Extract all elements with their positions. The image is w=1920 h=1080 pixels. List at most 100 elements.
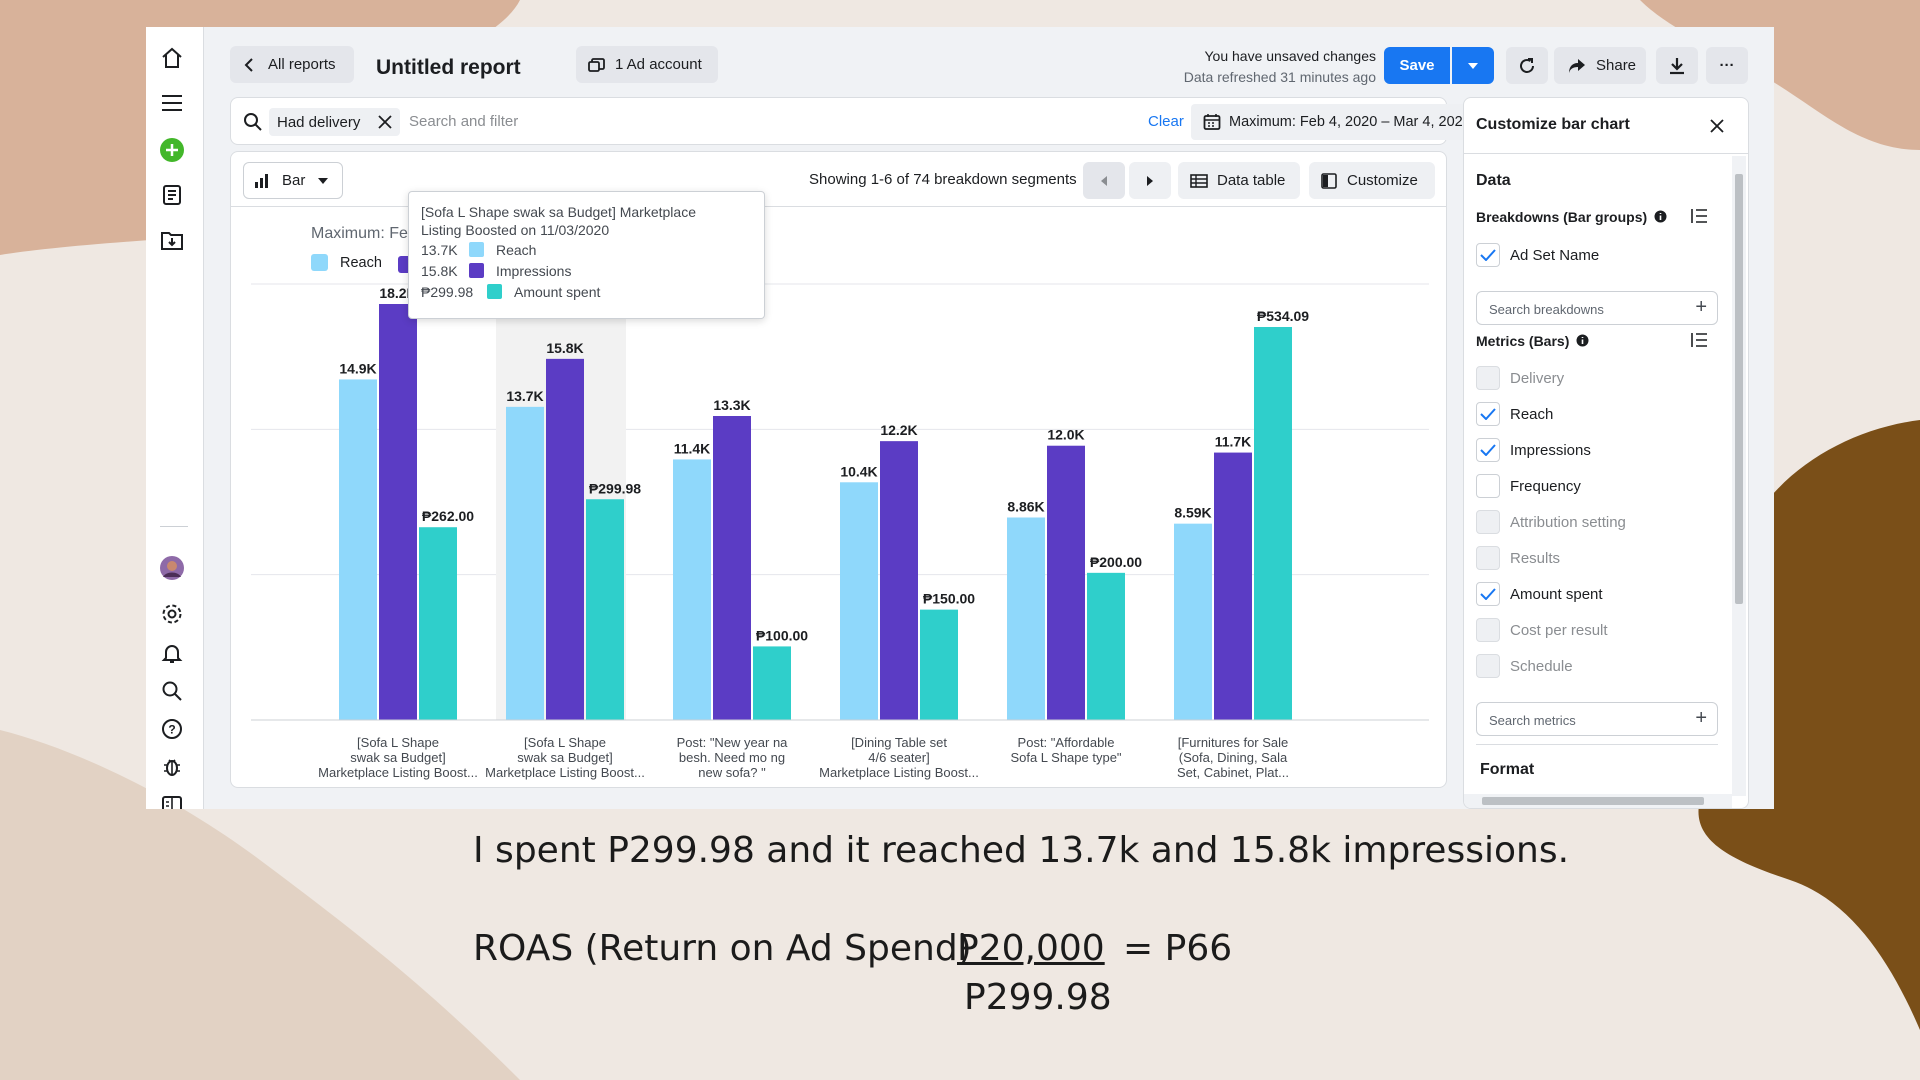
search-breakdowns-input[interactable]: Search breakdowns + bbox=[1476, 291, 1718, 325]
export-icon[interactable] bbox=[159, 227, 185, 253]
x-tick-label: swak sa Budget] bbox=[350, 750, 445, 765]
search-filter-input[interactable]: Search and filter bbox=[409, 113, 519, 130]
segments-count: Showing 1-6 of 74 breakdown segments bbox=[809, 171, 1077, 188]
panel-toggle-icon[interactable] bbox=[159, 792, 185, 809]
horizontal-scrollbar[interactable] bbox=[1464, 794, 1732, 808]
next-page-button[interactable] bbox=[1129, 162, 1171, 199]
x-tick-label: swak sa Budget] bbox=[517, 750, 612, 765]
tooltip-swatch bbox=[469, 263, 484, 278]
legend-item-reach[interactable]: Reach bbox=[311, 254, 382, 271]
scrollbar-thumb[interactable] bbox=[1735, 174, 1743, 604]
checkbox-amount-spent[interactable] bbox=[1476, 582, 1500, 606]
data-label: ₱150.00 bbox=[923, 591, 975, 607]
checkbox-label: Frequency bbox=[1510, 478, 1581, 495]
all-reports-label: All reports bbox=[268, 56, 336, 73]
clear-filters-link[interactable]: Clear bbox=[1148, 113, 1184, 130]
reports-icon[interactable] bbox=[159, 182, 185, 208]
bar-impressions bbox=[1047, 445, 1085, 720]
checkbox-label: Results bbox=[1510, 550, 1561, 567]
data-label: 13.7K bbox=[506, 388, 543, 404]
checkmark-icon bbox=[1480, 249, 1496, 261]
unsaved-status-main: You have unsaved changes bbox=[1204, 48, 1376, 64]
more-icon: ··· bbox=[1719, 57, 1735, 74]
close-icon[interactable] bbox=[378, 115, 393, 129]
page-title[interactable]: Untitled report bbox=[376, 56, 521, 79]
download-button[interactable] bbox=[1656, 47, 1698, 84]
reorder-list-icon[interactable] bbox=[1690, 208, 1708, 224]
x-tick-label: Post: "Affordable bbox=[1018, 735, 1115, 750]
tooltip-row-impressions: 15.8K Impressions bbox=[421, 260, 752, 281]
save-button[interactable]: Save bbox=[1384, 47, 1450, 84]
ad-account-button[interactable]: 1 Ad account bbox=[576, 46, 718, 83]
rail-divider bbox=[160, 526, 188, 527]
tooltip-title-line2: Listing Boosted on 11/03/2020 bbox=[421, 222, 610, 238]
close-icon[interactable] bbox=[1710, 119, 1724, 133]
vertical-scrollbar[interactable] bbox=[1732, 156, 1746, 796]
panel-divider bbox=[1476, 744, 1718, 745]
share-button[interactable]: Share bbox=[1554, 47, 1646, 84]
home-icon[interactable] bbox=[159, 45, 185, 71]
customize-button[interactable]: Customize bbox=[1309, 162, 1435, 199]
refresh-icon bbox=[1520, 57, 1534, 73]
data-label: 8.86K bbox=[1007, 498, 1044, 514]
checkbox-ad-set-name[interactable] bbox=[1476, 243, 1500, 267]
add-icon[interactable]: + bbox=[1695, 296, 1707, 318]
search-icon bbox=[244, 113, 262, 131]
checkbox-attribution-setting[interactable] bbox=[1476, 510, 1500, 534]
x-tick-label: Marketplace Listing Boost... bbox=[819, 765, 979, 780]
all-reports-button[interactable]: All reports bbox=[230, 46, 354, 83]
reorder-list-icon[interactable] bbox=[1690, 332, 1708, 348]
tan-blob-bottom-left bbox=[0, 730, 520, 1080]
info-icon[interactable] bbox=[1576, 334, 1589, 347]
share-label: Share bbox=[1596, 57, 1637, 74]
bar-reach bbox=[506, 406, 544, 720]
caret-right-icon bbox=[1147, 175, 1153, 186]
checkbox-results[interactable] bbox=[1476, 546, 1500, 570]
chart-type-label: Bar bbox=[282, 172, 306, 189]
settings-icon[interactable] bbox=[159, 601, 185, 627]
notifications-icon[interactable] bbox=[159, 640, 185, 666]
add-icon[interactable]: + bbox=[1695, 707, 1707, 729]
tooltip-swatch bbox=[487, 284, 502, 299]
x-tick-label: new sofa? " bbox=[698, 765, 766, 780]
x-tick-label: Sofa L Shape type" bbox=[1010, 750, 1121, 765]
checkbox-impressions[interactable] bbox=[1476, 438, 1500, 462]
data-label: 12.0K bbox=[1047, 427, 1084, 443]
create-icon[interactable] bbox=[159, 137, 185, 163]
checkbox-delivery[interactable] bbox=[1476, 366, 1500, 390]
search-icon[interactable] bbox=[159, 678, 185, 704]
had-delivery-filter-chip[interactable]: Had delivery bbox=[269, 108, 401, 136]
previous-page-button[interactable] bbox=[1083, 162, 1125, 199]
bar-amount-spent bbox=[1087, 572, 1125, 720]
chart-type-dropdown[interactable]: Bar bbox=[243, 162, 343, 199]
refresh-status: Data refreshed 31 minutes ago bbox=[1183, 69, 1376, 85]
data-label: 15.8K bbox=[546, 340, 583, 356]
date-range-picker[interactable]: Maximum: Feb 4, 2020 – Mar 4, 2023 bbox=[1191, 104, 1513, 140]
x-tick-label: 4/6 seater] bbox=[868, 750, 929, 765]
checkbox-frequency[interactable] bbox=[1476, 474, 1500, 498]
x-tick-label: (Sofa, Dining, Sala bbox=[1179, 750, 1288, 765]
roas-result: = P66 bbox=[1123, 928, 1233, 969]
bar-reach bbox=[840, 482, 878, 720]
data-table-button[interactable]: Data table bbox=[1178, 162, 1300, 199]
refresh-button[interactable] bbox=[1506, 47, 1548, 84]
checkbox-reach[interactable] bbox=[1476, 402, 1500, 426]
help-icon[interactable]: ? bbox=[159, 716, 185, 742]
data-label: 11.7K bbox=[1215, 434, 1252, 450]
bug-icon[interactable] bbox=[159, 754, 185, 780]
more-options-button[interactable]: ··· bbox=[1706, 47, 1748, 84]
info-icon[interactable] bbox=[1654, 210, 1667, 223]
legend-checkbox-reach[interactable] bbox=[311, 254, 328, 271]
data-label: 13.3K bbox=[713, 397, 750, 413]
scrollbar-thumb[interactable] bbox=[1482, 797, 1704, 805]
checkmark-icon bbox=[1480, 588, 1496, 600]
avatar[interactable] bbox=[159, 555, 185, 581]
breakdowns-label: Breakdowns (Bar groups) bbox=[1476, 209, 1648, 225]
data-label: 14.9K bbox=[339, 360, 376, 376]
menu-icon[interactable] bbox=[159, 90, 185, 116]
checkbox-cost-per-result[interactable] bbox=[1476, 618, 1500, 642]
checkbox-schedule[interactable] bbox=[1476, 654, 1500, 678]
search-metrics-input[interactable]: Search metrics + bbox=[1476, 702, 1718, 736]
save-options-dropdown[interactable] bbox=[1452, 47, 1494, 84]
caret-down-icon bbox=[318, 177, 329, 184]
